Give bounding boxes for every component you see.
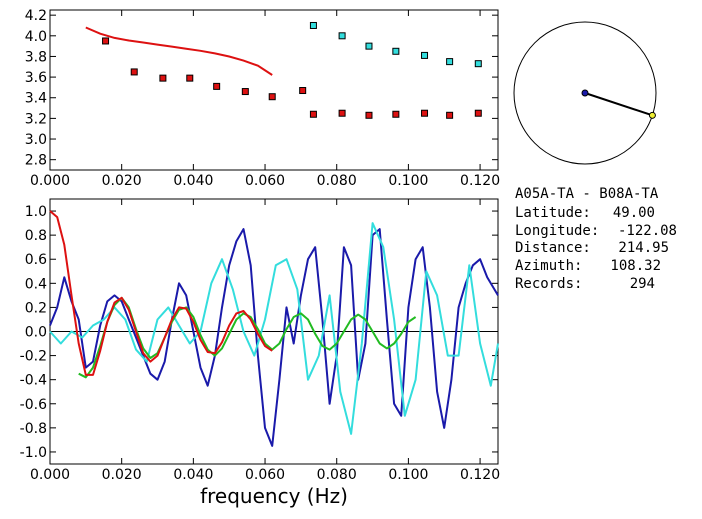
blue-series-line [49, 228, 499, 447]
dispersion-x-tick-label: 0.040 [173, 173, 213, 189]
correlation-x-tick-label: 0.100 [388, 467, 428, 483]
dispersion-x-tick-label: 0.000 [30, 173, 70, 189]
correlation-x-tick-label: 0.120 [460, 467, 500, 483]
azimuth-circle [513, 21, 657, 165]
red-square-marker [241, 88, 249, 96]
red-square-marker [299, 87, 307, 95]
red-square-marker [392, 110, 400, 118]
info-longitude-value: -122.08 [618, 223, 677, 239]
correlation-y-tick-label: 0.2 [25, 300, 47, 316]
correlation-y-tick-label: 0.8 [25, 228, 47, 244]
azimuth-line [584, 92, 653, 117]
x-axis-label: frequency (Hz) [200, 484, 348, 508]
correlation-x-tick-label: 0.000 [30, 467, 70, 483]
dispersion-x-tick-label: 0.100 [388, 173, 428, 189]
red-square-marker [159, 74, 167, 82]
model-curve-line [85, 26, 273, 76]
station-pair-label: A05A-TA - B08A-TA [515, 186, 659, 202]
cyan-square-marker [309, 21, 317, 29]
dispersion-y-tick-label: 3.6 [25, 70, 47, 86]
dispersion-y-tick-label: 4.2 [25, 8, 47, 24]
dispersion-x-tick-label: 0.060 [245, 173, 285, 189]
azimuth-panel [513, 21, 657, 165]
red-square-marker [365, 111, 373, 119]
info-records-label: Records: [515, 276, 582, 292]
red-square-marker [421, 109, 429, 117]
correlation-y-tick-label: 1.0 [25, 204, 47, 220]
info-records-value: 294 [630, 276, 655, 292]
cyan-square-marker [392, 47, 400, 55]
correlation-y-tick-label: -0.8 [20, 421, 47, 437]
correlation-x-tick-label: 0.020 [102, 467, 142, 483]
correlation-y-tick-label: -0.2 [20, 349, 47, 365]
dispersion-y-tick-label: 3.2 [25, 111, 47, 127]
station-info-panel: A05A-TA - B08A-TA Latitude: 49.00 Longit… [515, 186, 677, 292]
cyan-square-marker [474, 60, 482, 68]
info-distance-label: Distance: [515, 240, 591, 256]
info-azimuth-label: Azimuth: [515, 258, 582, 274]
info-azimuth-value: 108.32 [610, 258, 661, 274]
red-square-marker [130, 68, 138, 76]
cyan-square-marker [421, 51, 429, 59]
cyan-square-marker [338, 32, 346, 40]
dispersion-panel: 0.000 0.020 0.040 0.060 0.080 0.100 0.120 2.8 3.… [25, 8, 500, 189]
dispersion-y-tick-label: 4.0 [25, 29, 47, 45]
correlation-x-tick-label: 0.060 [245, 467, 285, 483]
red-square-marker [213, 82, 221, 90]
dispersion-x-tick-label: 0.020 [102, 173, 142, 189]
station-target-dot [648, 111, 656, 119]
correlation-y-tick-label: 0.4 [25, 276, 47, 292]
info-longitude-label: Longitude: [515, 223, 599, 239]
red-square-marker [268, 93, 276, 101]
correlation-x-tick-label: 0.040 [173, 467, 213, 483]
red-square-marker [474, 109, 482, 117]
dispersion-y-tick-label: 3.0 [25, 132, 47, 148]
dispersion-x-tick-label: 0.120 [460, 173, 500, 189]
dispersion-y-tick-label: 2.8 [25, 153, 47, 169]
correlation-y-tick-label: -0.4 [20, 373, 47, 389]
dispersion-y-tick-label: 3.8 [25, 49, 47, 65]
correlation-panel: 0.000 0.020 0.040 0.060 0.080 0.100 0.120 1.0 0.… [20, 198, 500, 508]
cyan-square-marker [365, 42, 373, 50]
station-origin-dot [581, 89, 589, 97]
cyan-square-marker [446, 58, 454, 66]
red-series-line [49, 210, 273, 376]
red-square-marker [309, 110, 317, 118]
correlation-y-tick-label: -0.6 [20, 397, 47, 413]
red-square-marker [186, 74, 194, 82]
correlation-y-tick-label: 0.0 [25, 325, 47, 341]
dispersion-x-tick-label: 0.080 [317, 173, 357, 189]
correlation-y-tick-label: -1.0 [20, 445, 47, 461]
red-square-marker [338, 109, 346, 117]
red-square-marker [446, 111, 454, 119]
info-latitude-label: Latitude: [515, 205, 591, 221]
dispersion-y-tick-label: 3.4 [25, 91, 47, 107]
dispersion-frame [49, 9, 499, 171]
info-distance-value: 214.95 [618, 240, 669, 256]
red-square-marker [102, 37, 110, 45]
cyan-series-line [49, 222, 499, 435]
info-latitude-value: 49.00 [613, 205, 655, 221]
correlation-x-tick-label: 0.080 [317, 467, 357, 483]
correlation-y-tick-label: 0.6 [25, 252, 47, 268]
